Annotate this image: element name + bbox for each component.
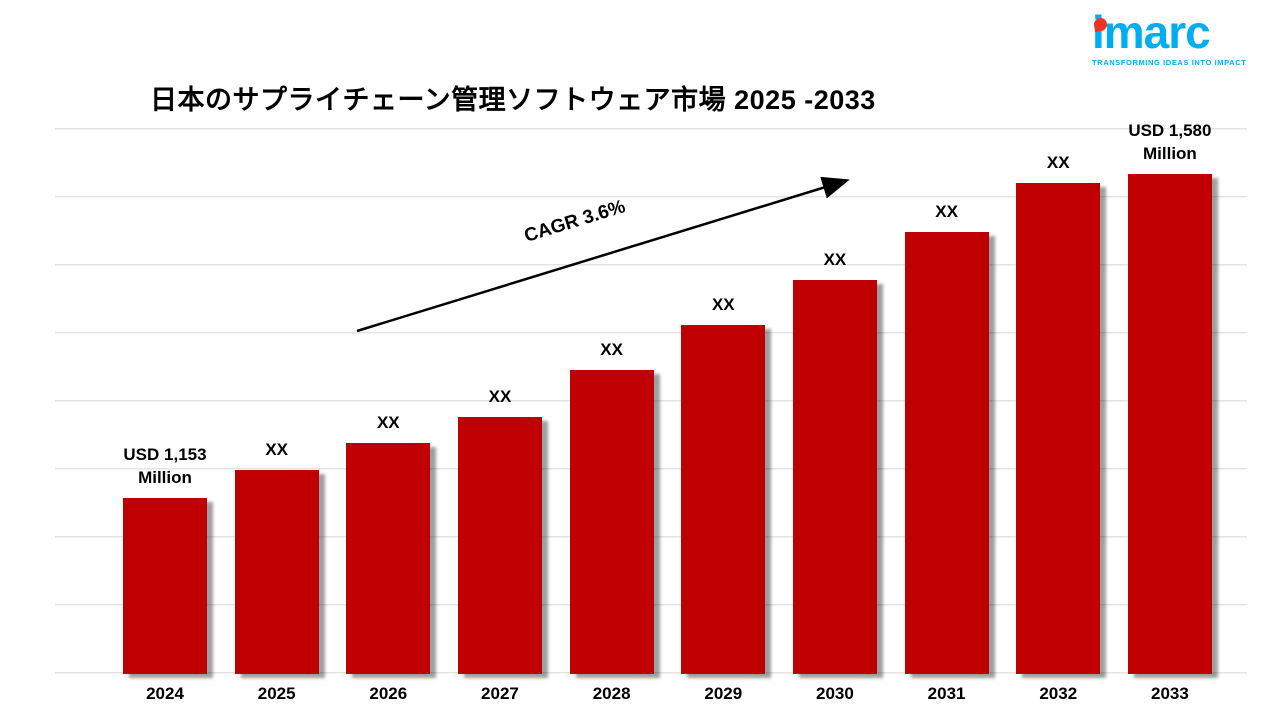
bar-value-label: XX — [935, 202, 958, 222]
bar-value-label: XX — [376, 413, 400, 433]
bar-value-label: XX — [1046, 153, 1070, 173]
x-axis-label: 2031 — [927, 684, 966, 703]
bar-group-2027: XX 2027 — [457, 120, 542, 703]
bar-2027 — [457, 417, 542, 674]
bar-value-label: XX — [711, 295, 735, 315]
bar-2030 — [792, 280, 877, 674]
bar-plot-area: USD 1,153 Million 2024 XX 2025 XX 2026 XX 2027 X… — [123, 120, 1212, 703]
x-axis-label: 2026 — [369, 684, 408, 703]
imarc-logo: imarc TRANSFORMING IDEAS INTO IMPACT — [1092, 8, 1252, 67]
bar-2029 — [681, 325, 766, 674]
bar-2025 — [234, 470, 319, 674]
bar-group-2030: XX 2030 — [792, 120, 877, 703]
bar-2026 — [346, 443, 431, 674]
bar-2033 — [1127, 173, 1212, 674]
bar-value-label: XX — [823, 250, 847, 270]
imarc-logo-text: imarc — [1092, 8, 1252, 56]
bar-group-2031: XX 2031 — [904, 120, 989, 703]
bar-value-label: XX — [265, 440, 288, 460]
bar-value-label: USD 1,153 Million — [123, 445, 207, 488]
x-axis-label: 2027 — [481, 684, 519, 703]
bar-2028 — [569, 370, 654, 674]
x-axis-label: 2033 — [1150, 684, 1189, 703]
bar-2032 — [1016, 183, 1101, 674]
bar-group-2033: USD 1,580 Million 2033 — [1127, 120, 1212, 703]
x-axis-label: 2029 — [704, 684, 743, 703]
x-axis-label: 2030 — [816, 684, 854, 703]
x-axis-label: 2025 — [257, 684, 296, 703]
bar-value-label: XX — [600, 340, 623, 360]
bar-group-2025: XX 2025 — [234, 120, 319, 703]
x-axis-label: 2028 — [592, 684, 631, 703]
bar-2024 — [123, 498, 207, 674]
bar-group-2029: XX 2029 — [681, 120, 766, 703]
bar-group-2024: USD 1,153 Million 2024 — [123, 120, 207, 703]
x-axis-label: 2032 — [1039, 684, 1078, 703]
x-axis-label: 2024 — [146, 684, 184, 703]
bar-value-label: USD 1,580 Million — [1128, 121, 1212, 163]
bar-group-2026: XX 2026 — [346, 120, 431, 703]
chart-title: 日本のサプライチェーン管理ソフトウェア市場 2025 -2033 — [150, 85, 876, 115]
bar-group-2028: XX 2028 — [569, 120, 654, 703]
bar-2031 — [904, 232, 989, 674]
imarc-brand-label: imarc — [1092, 6, 1211, 58]
imarc-logo-tagline: TRANSFORMING IDEAS INTO IMPACT — [1092, 58, 1247, 67]
bar-group-2032: XX 2032 — [1016, 120, 1101, 703]
bar-value-label: XX — [488, 387, 512, 407]
